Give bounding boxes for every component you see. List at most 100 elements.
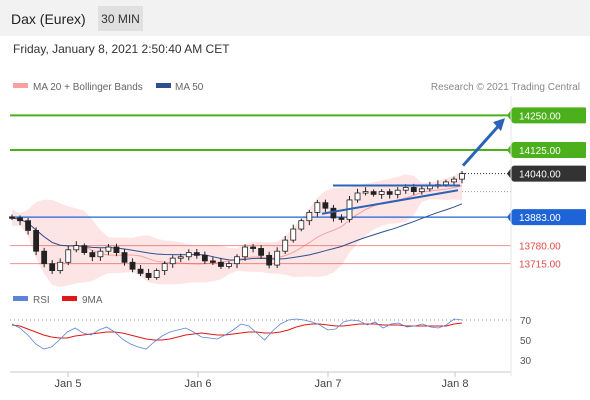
- rsi-ma-legend-swatch: [62, 296, 77, 301]
- candle-body: [209, 260, 216, 263]
- candle-body: [306, 211, 313, 222]
- credit-label: Research © 2021 Trading Central: [431, 82, 580, 93]
- rsi-panel: 30 50 70: [10, 316, 532, 367]
- candle-body: [451, 178, 457, 183]
- candle-body: [226, 263, 232, 267]
- candle-body: [459, 173, 465, 180]
- rsi-ma-line: [11, 322, 463, 341]
- projection-arrow-head: [493, 118, 505, 132]
- candle-body: [33, 230, 40, 252]
- candle-body: [250, 246, 256, 249]
- candle-body: [57, 261, 64, 271]
- candle-body: [378, 191, 385, 195]
- candle-body: [274, 250, 281, 266]
- candle-body: [25, 220, 31, 231]
- candle-body: [89, 252, 96, 258]
- rsi-legend-label: RSI: [33, 295, 50, 306]
- candle-body: [362, 191, 369, 194]
- candle-body: [258, 248, 265, 256]
- candle-body: [105, 246, 112, 252]
- candle-body: [81, 245, 88, 253]
- candle-body: [169, 257, 176, 265]
- level-label-14040.00: 14040.00: [519, 170, 561, 181]
- ma50-legend-label: MA 50: [175, 82, 204, 93]
- pattern-bottom-line: [321, 189, 459, 215]
- candle-body: [443, 181, 449, 186]
- timeframe-label: 30 MIN: [101, 12, 140, 26]
- level-tag-arrow-14040.00: [507, 165, 513, 182]
- candle-body: [338, 217, 345, 220]
- candle-body: [314, 202, 321, 213]
- bollinger-legend-swatch: [13, 83, 28, 88]
- x-tick-label: Jan 5: [55, 378, 82, 390]
- candle-body: [354, 192, 361, 201]
- bollinger-legend-label: MA 20 + Bollinger Bands: [33, 82, 143, 93]
- level-label-14125.00: 14125.00: [519, 146, 561, 157]
- candle-body: [402, 187, 409, 191]
- candle-body: [97, 250, 104, 258]
- candle-body: [73, 245, 80, 251]
- candle-body: [218, 261, 224, 267]
- candle-body: [370, 191, 377, 195]
- level-tag-arrow-14250.00: [507, 107, 513, 124]
- level-tag-14040.00: [513, 165, 586, 182]
- triangle-pattern: [321, 118, 511, 215]
- level-label-13780.00: 13780.00: [519, 242, 561, 253]
- candle-body: [177, 256, 184, 259]
- x-axis: Jan 5 Jan 6 Jan 7 Jan 8: [55, 372, 469, 390]
- level-tag-14250.00: [513, 107, 586, 124]
- candle-body: [418, 188, 425, 193]
- level-tag-13883.00: [513, 209, 586, 226]
- candle-body: [201, 254, 208, 262]
- candle-body: [386, 191, 393, 195]
- rsi-tick-30: 30: [520, 356, 532, 367]
- candle-body: [161, 263, 168, 271]
- level-labels: 14250.00 14125.00 14040.00 13883.00 13780.00…: [507, 107, 586, 271]
- rsi-line: [11, 318, 463, 350]
- datetime-label: Friday, January 8, 2021 2:50:40 AM CET: [13, 42, 230, 56]
- candle-body: [137, 268, 144, 274]
- instrument-title: Dax (Eurex): [11, 11, 86, 27]
- candle-body: [49, 263, 56, 271]
- rsi-legend-swatch: [13, 296, 28, 301]
- header-bar: [0, 0, 590, 36]
- candle-body: [113, 246, 120, 253]
- candle-body: [121, 252, 128, 263]
- candle-body: [9, 216, 15, 219]
- candle-body: [298, 220, 305, 230]
- ma50-legend-swatch: [156, 83, 171, 88]
- x-tick-label: Jan 8: [442, 378, 469, 390]
- level-label-14250.00: 14250.00: [519, 111, 561, 122]
- level-tag-arrow-14125.00: [507, 142, 513, 159]
- candle-body: [153, 270, 160, 278]
- level-tag-arrow-13883.00: [507, 209, 513, 226]
- timeframe-badge[interactable]: [98, 6, 143, 31]
- level-tag-14125.00: [513, 142, 586, 159]
- rsi-tick-70: 70: [520, 316, 532, 327]
- candle-body: [65, 249, 72, 263]
- candle-body: [185, 252, 192, 258]
- candle-body: [282, 239, 289, 252]
- candle-body: [234, 256, 240, 265]
- level-lines: [10, 114, 511, 265]
- candle-body: [193, 252, 200, 256]
- bollinger-bands: [11, 171, 463, 288]
- candle-body: [322, 202, 329, 209]
- level-label-13883.00: 13883.00: [519, 213, 561, 224]
- candle-body: [145, 272, 152, 278]
- x-tick-label: Jan 6: [185, 378, 212, 390]
- candle-body: [41, 250, 48, 265]
- rsi-ma-legend-label: 9MA: [82, 295, 103, 306]
- projection-arrow-shaft: [461, 125, 500, 167]
- rsi-tick-50: 50: [520, 336, 532, 347]
- candle-body: [129, 261, 136, 270]
- candle-body: [17, 217, 23, 222]
- candle-body: [394, 189, 401, 195]
- x-tick-label: Jan 7: [315, 378, 342, 390]
- level-label-13715.00: 13715.00: [519, 260, 561, 271]
- bollinger-band-fill: [12, 171, 462, 288]
- candle-body: [266, 254, 273, 266]
- candle-body: [242, 246, 248, 258]
- candle-body: [290, 228, 297, 241]
